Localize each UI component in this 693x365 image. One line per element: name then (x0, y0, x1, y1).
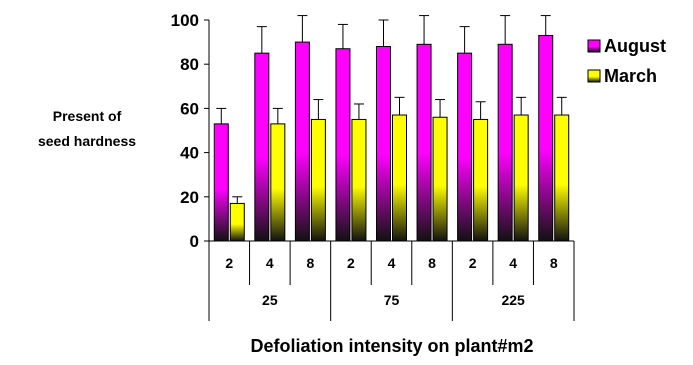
x-group-label: 75 (384, 292, 400, 308)
x-tick-label: 4 (266, 255, 274, 271)
legend-item: August (587, 36, 666, 56)
error-bars-layer (216, 15, 567, 204)
bar-march (432, 116, 448, 242)
bar-august (213, 123, 229, 242)
legend-swatch (587, 69, 601, 83)
legend-item: March (587, 66, 657, 86)
x-tick-label: 8 (306, 255, 314, 271)
y-tick-label: 60 (180, 99, 199, 118)
legend-swatch (587, 39, 601, 53)
x-tick-label: 4 (509, 255, 517, 271)
bar-august (294, 41, 310, 242)
bar-march (392, 114, 407, 242)
y-tick-label: 20 (180, 188, 199, 207)
x-tick-label: 2 (347, 255, 355, 271)
y-tick-label: 0 (190, 232, 199, 251)
bar-march (513, 114, 529, 242)
y-tick-label: 80 (180, 55, 199, 74)
x-tick-label: 2 (469, 255, 477, 271)
bar-march (229, 202, 245, 242)
bar-march (351, 118, 367, 242)
y-tick-label: 100 (171, 11, 199, 30)
x-axis-title: Defoliation intensity on plant#m2 (250, 336, 533, 356)
x-tick-label: 8 (428, 255, 436, 271)
x-tick-label: 2 (225, 255, 233, 271)
x-tick-label: 4 (388, 255, 396, 271)
bar-august (416, 43, 432, 242)
y-axis-title: seed hardness (38, 133, 136, 149)
axes-layer (204, 19, 575, 321)
bars-layer (213, 34, 570, 242)
x-group-label: 225 (501, 292, 525, 308)
legend-label: March (604, 66, 657, 86)
y-tick-label: 40 (180, 144, 199, 163)
bar-march (270, 123, 286, 242)
legend: August March (587, 36, 666, 86)
x-group-label: 25 (262, 292, 278, 308)
labels-layer: 0 20 40 60 80 100 2 4 8 2 4 8 2 4 8 25 75 225 Defoliation … (38, 11, 558, 356)
y-axis-title: Present of (53, 108, 122, 124)
x-tick-label: 8 (550, 255, 558, 271)
bar-march (473, 118, 489, 242)
bar-august (335, 48, 351, 242)
bar-august (376, 46, 391, 242)
bar-august (254, 52, 270, 242)
bar-march (310, 118, 326, 242)
bar-august (497, 43, 513, 242)
bar-march (554, 114, 570, 242)
bar-august (457, 52, 473, 242)
legend-label: August (604, 36, 666, 56)
bar-august (538, 34, 554, 242)
